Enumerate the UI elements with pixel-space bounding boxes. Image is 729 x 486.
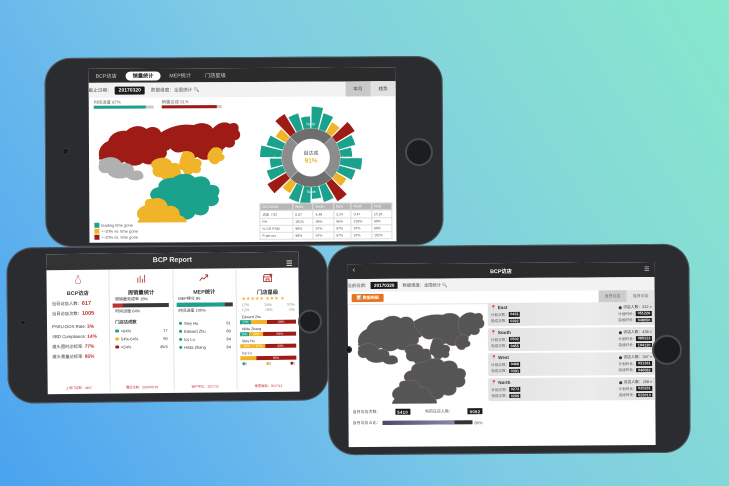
svg-text:West: West xyxy=(273,156,281,160)
svg-text:North: North xyxy=(307,122,316,126)
svg-text:East: East xyxy=(342,155,349,159)
svg-text:South: South xyxy=(307,190,316,194)
svg-text:91%: 91% xyxy=(305,158,318,165)
